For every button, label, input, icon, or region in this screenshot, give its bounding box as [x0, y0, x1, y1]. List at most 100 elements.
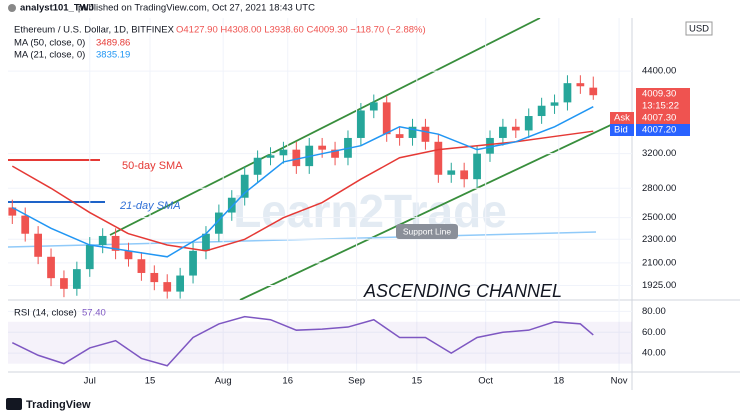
candle-body	[318, 145, 327, 150]
support-box	[396, 224, 458, 239]
candle-body	[395, 134, 404, 138]
candle-body	[434, 141, 443, 175]
legend-title: Ethereum / U.S. Dollar, 1D, BITFINEX	[14, 25, 175, 36]
legend-rsi-value: 57.40	[82, 308, 106, 319]
ask-label-box	[610, 112, 634, 124]
candle-body	[447, 170, 456, 175]
candle-body	[460, 170, 469, 180]
watermark: Learn2Trade	[233, 185, 507, 237]
candle-body	[137, 259, 146, 273]
author: analyst101_TWJ	[20, 3, 94, 14]
candle-body	[266, 155, 275, 158]
candle-body	[124, 250, 133, 260]
header-text: published on TradingView.com, Oct 27, 20…	[78, 3, 315, 14]
bid-price: 4007.20	[642, 125, 676, 136]
series-line	[11, 130, 594, 252]
candle-body	[537, 105, 546, 117]
annotation: 21-day SMA	[119, 200, 181, 212]
footer: TradingView	[26, 399, 91, 411]
candle-body	[292, 149, 301, 167]
candle-body	[369, 102, 378, 111]
candle-body	[21, 215, 30, 234]
candle-body	[34, 233, 42, 257]
x-tick-label: Jul	[84, 376, 96, 387]
y-tick-label: 40.00	[642, 348, 666, 359]
y-tick-label: 2800.00	[642, 183, 676, 194]
candle-body	[150, 272, 159, 283]
legend-rsi: RSI (14, close)	[14, 308, 77, 319]
candle-body	[72, 269, 81, 289]
y-tick-label: 2300.00	[642, 234, 676, 245]
y-tick-label: 60.00	[642, 327, 666, 338]
candle-body	[357, 110, 365, 138]
candle-body	[189, 250, 197, 276]
y-tick-label: 3200.00	[642, 148, 676, 159]
bid-label-box	[610, 124, 634, 136]
x-tick-label: Oct	[478, 376, 493, 387]
candle-body	[473, 153, 481, 180]
candle-body	[550, 102, 559, 106]
channel-upper	[109, 18, 541, 236]
candle-body	[214, 212, 223, 234]
annotation: Support Line	[403, 226, 451, 236]
x-tick-label: Nov	[611, 376, 628, 387]
legend-ma21: MA (21, close, 0)	[14, 50, 85, 61]
y-tick-label: 1925.00	[642, 280, 676, 291]
countdown: 13:15:22	[642, 101, 679, 112]
candle-body	[98, 235, 107, 246]
annotation: 50-day SMA	[122, 160, 183, 172]
series-line	[11, 106, 594, 258]
x-tick-label: Sep	[348, 376, 365, 387]
channel-lower	[239, 114, 632, 300]
x-tick-label: Aug	[215, 376, 232, 387]
bid-tag	[636, 124, 690, 136]
candle-body	[240, 174, 249, 198]
last-price: 4009.30	[642, 89, 676, 100]
legend-ma50: MA (50, close, 0)	[14, 38, 85, 49]
y-tick-label: 2100.00	[642, 257, 676, 268]
candle-body	[47, 256, 55, 279]
bid-label: Bid	[614, 125, 628, 136]
candle-body	[8, 207, 17, 216]
annotation: ASCENDING CHANNEL	[363, 281, 562, 301]
candle-body	[176, 275, 185, 292]
candle-body	[253, 157, 262, 175]
candle-body	[408, 126, 417, 138]
candle-body	[511, 126, 520, 131]
x-tick-label: 15	[412, 376, 423, 387]
candle-body	[524, 116, 533, 131]
candle-body	[421, 126, 430, 142]
candle-body	[331, 149, 339, 158]
candle-body	[486, 137, 494, 154]
currency-box	[685, 21, 713, 36]
y-tick-label: 4400.00	[642, 66, 676, 77]
ask-price: 4007.30	[642, 113, 676, 124]
candle-body	[563, 83, 572, 103]
candle-body	[60, 278, 68, 289]
x-tick-label: 18	[554, 376, 565, 387]
candle-body	[382, 102, 391, 135]
candle-body	[85, 245, 94, 270]
ask-label: Ask	[614, 113, 630, 124]
x-tick-label: 16	[282, 376, 293, 387]
candle-body	[111, 235, 120, 251]
candle-body	[499, 126, 507, 138]
ohlc: O4127.90 H4308.00 L3938.60 C4009.30 −118…	[176, 25, 426, 36]
candle-body	[202, 233, 210, 251]
x-tick-label: 15	[145, 376, 156, 387]
candle-body	[279, 149, 288, 156]
legend-ma50-value: 3489.86	[96, 38, 130, 49]
candle-body	[227, 197, 236, 213]
rsi-band	[8, 321, 632, 364]
candle-body	[163, 282, 172, 292]
last-price-tag	[636, 88, 690, 112]
y-tick-label: 80.00	[642, 306, 666, 317]
ask-tag	[636, 112, 690, 124]
legend-ma21-value: 3835.19	[96, 50, 130, 61]
y-tick-label: 2500.00	[642, 212, 676, 223]
candle-body	[589, 87, 598, 96]
currency: USD	[689, 24, 709, 35]
series-line	[11, 315, 594, 367]
candle-body	[576, 83, 585, 87]
